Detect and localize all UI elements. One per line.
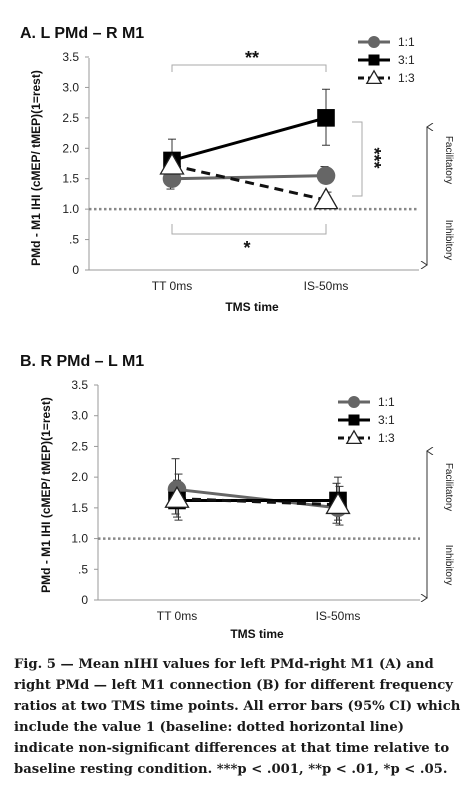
y-tick-label: 0 [81,593,88,607]
panel-b-facilitatory-label: Facilitatory [443,463,454,511]
data-point-circle [316,166,336,185]
panel-a-title: A. L PMd – R M1 [20,25,144,42]
x-tick-label: TT 0ms [157,609,197,623]
legend-label: 1:1 [378,395,395,409]
y-tick-label: 3.5 [62,50,79,64]
series-line [171,116,327,162]
data-point-triangle [313,187,339,210]
legend-label: 3:1 [398,53,415,67]
series-line [171,174,327,181]
legend-label: 3:1 [378,413,395,427]
y-tick-label: 1.0 [62,202,79,216]
panel-a-y-ticks: 0 .5 1.0 1.5 2.0 2.5 3.0 3.5 [62,50,89,277]
data-point-square [317,109,335,127]
data-point-triangle [164,485,190,508]
panel-a-sig-right-label: *** [364,147,384,168]
y-tick-label: .5 [69,233,79,247]
figure-caption: Fig. 5 — Mean nIHI values for left PMd-r… [14,654,462,780]
x-tick-label: IS-50ms [304,279,349,293]
panel-a-sig-bottom-label: * [243,238,250,258]
y-tick-label: 1.0 [71,532,88,546]
series-line [176,497,339,507]
y-tick-label: 3.0 [71,409,88,423]
y-tick-label: 0 [72,263,79,277]
x-tick-label: TT 0ms [152,279,192,293]
panel-b-title: B. R PMd – L M1 [20,353,144,370]
y-tick-label: 2.5 [62,111,79,125]
y-tick-label: 1.5 [62,172,79,186]
data-point-triangle [159,152,185,175]
y-tick-label: 3.0 [62,80,79,94]
legend-label: 1:3 [398,71,415,85]
data-point-circle [348,396,360,408]
panel-a-ylabel: PMd - M1 IHI (cMEP/ tMEP)(1=rest) [29,70,43,266]
data-point-circle [368,36,380,48]
panel-a-sig-top-label: ** [245,48,259,68]
panel-a-facilitatory-label: Facilitatory [443,136,454,184]
series-line [176,487,339,510]
panel-b-side-arrow: Facilitatory Inhibitory [427,451,454,598]
panel-b-inhibitory-label: Inhibitory [443,545,454,586]
figure-caption-text: Fig. 5 — Mean nIHI values for left PMd-r… [14,657,461,777]
panel-b: B. R PMd – L M1 PMd - M1 IHI (cMEP/ tMEP… [20,353,454,640]
y-tick-label: 2.5 [71,439,88,453]
series-line [171,163,327,202]
panel-b-legend: 1:1 3:1 1:3 [338,395,395,445]
y-tick-label: 3.5 [71,378,88,392]
legend-label: 1:3 [378,431,395,445]
y-tick-label: 2.0 [71,470,88,484]
panel-a-inhibitory-label: Inhibitory [443,220,454,261]
panel-a-legend: 1:1 3:1 1:3 [358,35,415,85]
panel-a-sig-bottom: * [171,224,327,258]
data-point-triangle [365,69,383,85]
panel-a-side-arrow: Facilitatory Inhibitory [427,127,454,265]
panel-a-xlabel: TMS time [225,300,279,314]
panel-b-xlabel: TMS time [230,627,284,640]
panel-a-plot [159,88,339,210]
data-point-square [368,54,380,66]
panel-a-x-ticks: TT 0ms IS-50ms [152,279,349,293]
panel-a-sig-right: *** [352,121,384,197]
panel-a: A. L PMd – R M1 PMd - M1 IHI (cMEP/ tMEP… [20,25,454,314]
panel-b-ylabel: PMd - M1 IHI (cMEP/ tMEP)(1=rest) [39,397,53,593]
panel-b-x-ticks: TT 0ms IS-50ms [157,609,361,623]
panel-a-sig-top: ** [171,48,327,72]
figure: A. L PMd – R M1 PMd - M1 IHI (cMEP/ tMEP… [20,25,454,640]
data-point-square [348,414,360,426]
y-tick-label: 2.0 [62,141,79,155]
y-tick-label: .5 [78,562,88,576]
x-tick-label: IS-50ms [316,609,361,623]
legend-label: 1:1 [398,35,415,49]
data-point-triangle [325,491,351,515]
y-tick-label: 1.5 [71,501,88,515]
data-point-triangle [345,429,363,445]
panel-b-plot [164,458,351,526]
panel-b-y-ticks: 0 .5 1.0 1.5 2.0 2.5 3.0 3.5 [71,378,98,607]
